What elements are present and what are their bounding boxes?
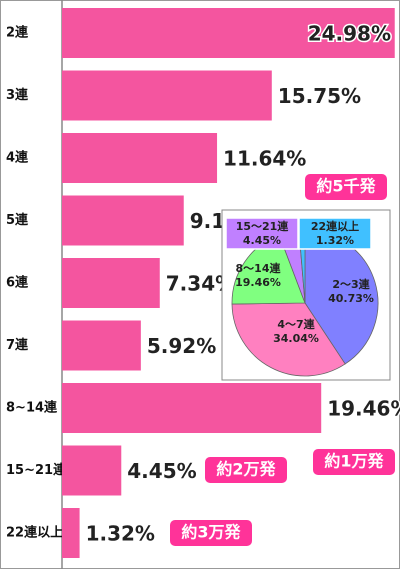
slice-value: 4.45% xyxy=(243,234,281,247)
annotation: 約2万発 xyxy=(216,460,276,479)
category-label: 5連 xyxy=(6,212,29,228)
bar xyxy=(62,133,218,183)
bar-chart: 2連24.98%3連15.75%4連11.64%5連9.14%6連7.34%7連… xyxy=(6,8,400,558)
annotation: 約1万発 xyxy=(324,452,384,471)
slice-label: 22連以上 xyxy=(311,219,359,233)
slice-label: 4～7連 xyxy=(277,317,315,331)
value-label: 24.98% xyxy=(308,22,391,46)
bar xyxy=(62,508,80,558)
category-label: 8~14連 xyxy=(6,400,58,416)
slice-value: 19.46% xyxy=(235,276,281,289)
category-label: 15~21連 xyxy=(6,462,67,478)
annotation: 約3万発 xyxy=(181,523,241,542)
bar xyxy=(62,195,184,246)
category-label: 2連 xyxy=(6,25,29,41)
value-label: 5.92% xyxy=(147,334,216,358)
bar xyxy=(62,320,141,371)
bar xyxy=(62,445,122,496)
annotation-box xyxy=(313,449,395,475)
category-label: 6連 xyxy=(6,275,29,291)
slice-value: 1.32% xyxy=(316,234,354,247)
label-box xyxy=(298,217,372,250)
slice-value: 34.04% xyxy=(273,332,319,345)
bar xyxy=(62,258,160,308)
category-label: 7連 xyxy=(6,337,29,353)
value-label: 4.45% xyxy=(127,459,196,483)
value-label: 19.46% xyxy=(327,397,400,421)
slice-label: 2～3連 xyxy=(332,277,370,291)
annotation-box xyxy=(305,174,387,200)
annotation: 約5千発 xyxy=(316,177,376,196)
category-label: 3連 xyxy=(6,87,29,103)
bar xyxy=(62,383,322,433)
value-label: 1.32% xyxy=(86,522,155,546)
bar xyxy=(62,8,395,58)
annotation-box xyxy=(205,457,287,483)
category-label: 22連以上 xyxy=(6,525,63,541)
value-label: 11.64% xyxy=(223,147,306,171)
slice-label: 15～21連 xyxy=(236,219,290,233)
pie-slice xyxy=(231,302,346,377)
annotation-box xyxy=(170,520,252,546)
slice-label: 8～14連 xyxy=(236,261,282,275)
value-label: 15.75% xyxy=(278,84,361,108)
label-box xyxy=(225,217,299,250)
bar xyxy=(62,70,272,121)
category-label: 4連 xyxy=(6,150,29,166)
slice-value: 40.73% xyxy=(328,292,374,305)
